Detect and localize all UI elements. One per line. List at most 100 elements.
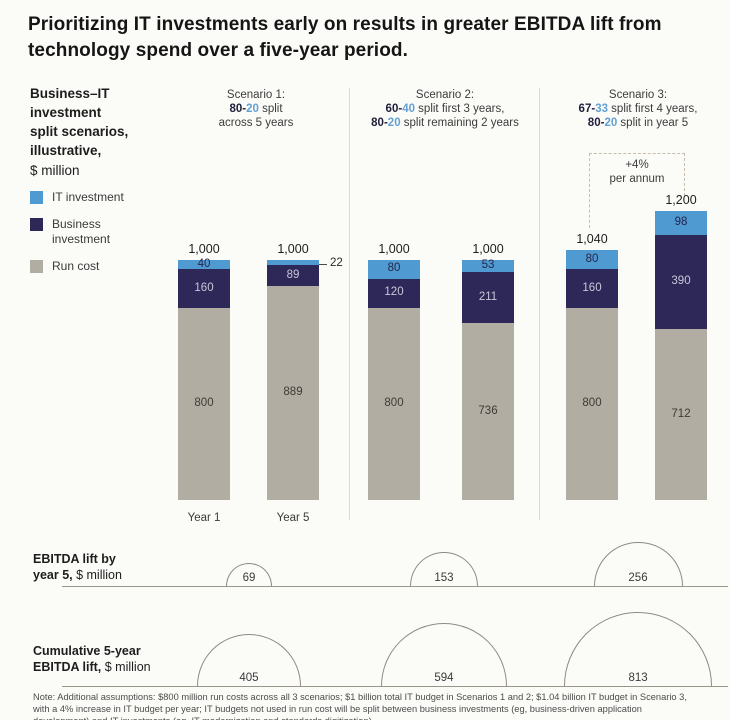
- legend-label: IT investment: [52, 190, 124, 204]
- annotation-dash-right: [684, 153, 685, 196]
- bar-segment-business: 390: [655, 234, 707, 329]
- cumulative-ebitda-label: Cumulative 5-year EBITDA lift, $ million: [33, 644, 151, 675]
- annotation-line2: per annum: [609, 173, 665, 186]
- segment-value-it: 80: [585, 252, 599, 265]
- split-rest: split: [258, 103, 283, 116]
- scenario-1-header: Scenario 1: 80-20 split across 5 years: [170, 88, 342, 130]
- split-sep: -: [600, 117, 605, 130]
- bar-segment-run: 712: [655, 328, 707, 500]
- stacked-bar-4: 1,000 53 211 736: [462, 242, 514, 501]
- split-sep: -: [242, 103, 247, 116]
- it-callout-tick: [319, 263, 327, 265]
- business-investment-swatch-icon: [30, 217, 43, 231]
- bar-segment-run: 800: [566, 307, 618, 500]
- segment-value-business: 390: [671, 275, 691, 288]
- legend: IT investment Business investment Run co…: [30, 190, 160, 285]
- bar-total-label: 1,000: [188, 241, 220, 256]
- segment-value-business: 160: [194, 281, 214, 294]
- split-rest: split in year 5: [617, 117, 689, 130]
- bar-segment-it: [267, 259, 319, 265]
- stacked-bar-5: 1,040 80 160 800: [566, 232, 618, 500]
- label-unit: $ million: [72, 567, 122, 582]
- bar-segment-it: 40: [178, 257, 230, 270]
- label-unit: $ million: [101, 659, 151, 674]
- split-rest: split first 3 years,: [414, 103, 505, 116]
- bar-total-label: 1,000: [277, 241, 309, 256]
- split-business-pct: 60: [385, 103, 399, 116]
- scenario-1-duration: across 5 years: [218, 117, 294, 130]
- annotation-text: +4% per annum: [589, 158, 685, 187]
- legend-label: Run cost: [52, 258, 100, 273]
- label-bold: EBITDA lift by year 5,: [33, 552, 116, 582]
- footnote-line: development) and IT investments (eg, IT …: [33, 716, 721, 720]
- split-rest: split remaining 2 years: [400, 117, 519, 130]
- segment-value-it: 80: [387, 262, 401, 275]
- bar-total-label: 1,000: [472, 241, 504, 256]
- scenario-2-title: Scenario 2:: [415, 89, 475, 101]
- bar-total-label: 1,040: [576, 231, 608, 246]
- segment-value-run: 712: [671, 407, 691, 420]
- annotation-dash-left: [589, 153, 590, 228]
- bar-segment-run: 800: [178, 307, 230, 500]
- cumulative-ebitda-baseline: [62, 686, 728, 687]
- plus-4pct-annotation: +4% per annum: [589, 153, 685, 233]
- split-sep: -: [591, 103, 596, 116]
- scenario-1-title: Scenario 1:: [226, 89, 286, 101]
- segment-value-business: 211: [478, 290, 498, 303]
- stacked-bar-2: 1,000 89 889 22 Year 5: [267, 242, 343, 524]
- bar-x-label: Year 5: [276, 512, 310, 524]
- legend-item-it-investment: IT investment: [30, 190, 160, 206]
- footnote-line: with a 4% increase in IT budget per year…: [33, 703, 642, 714]
- run-cost-swatch-icon: [30, 259, 43, 273]
- segment-value-run: 800: [384, 397, 404, 410]
- scenario-2-split-a: 60-40 split first 3 years,: [357, 102, 533, 116]
- stacked-bar-6: 1,200 98 390 712: [655, 193, 707, 500]
- chart-subtitle: Business–IT investment split scenarios, …: [30, 84, 170, 180]
- split-it-pct: 20: [604, 117, 618, 130]
- ebitda-year5-label: EBITDA lift by year 5, $ million: [33, 552, 122, 583]
- split-sep: -: [383, 117, 388, 130]
- bar-total-label: 1,000: [378, 241, 410, 256]
- bar-total-label: 1,200: [665, 193, 697, 208]
- segment-value-business: 120: [384, 286, 404, 299]
- bar-segment-run: 889: [267, 286, 319, 500]
- scenario-2-split-b: 80-20 split remaining 2 years: [357, 116, 533, 130]
- split-business-pct: 80: [229, 103, 243, 116]
- scenario-3-split-b: 80-20 split in year 5: [547, 116, 729, 130]
- chart-subtitle-main: Business–IT investment split scenarios, …: [30, 86, 129, 159]
- scenario-1-split: 80-20 split: [170, 102, 342, 116]
- page-title: Prioritizing IT investments early on res…: [28, 14, 662, 62]
- legend-item-business-investment: Business investment: [30, 217, 160, 248]
- stacked-bar-1: 1,000 40 160 800 Year 1: [178, 242, 230, 524]
- split-it-pct: 20: [246, 103, 259, 116]
- stacked-bar-3: 1,000 80 120 800: [368, 242, 420, 501]
- scenario-3-header: Scenario 3: 67-33 split first 4 years, 8…: [547, 88, 729, 130]
- segment-value-run: 800: [582, 397, 602, 410]
- split-business-pct: 67: [578, 103, 592, 116]
- bar-segment-business: 160: [178, 269, 230, 308]
- scenario-divider-2: [539, 88, 540, 520]
- segment-value-it: 40: [197, 257, 211, 270]
- bar-segment-business: 160: [566, 269, 618, 308]
- bar-segment-it: 98: [655, 211, 707, 235]
- bar-segment-it: 80: [566, 249, 618, 270]
- segment-value-business: 160: [582, 281, 602, 294]
- scenario-divider-1: [349, 88, 350, 520]
- segment-value-run: 800: [194, 397, 214, 410]
- bar-segment-it: 53: [462, 259, 514, 273]
- bar-segment-run: 800: [368, 307, 420, 500]
- it-investment-swatch-icon: [30, 191, 43, 204]
- segment-value-it: 98: [674, 216, 688, 229]
- split-it-pct: 40: [402, 103, 415, 116]
- footnote: Note: Additional assumptions: $800 milli…: [33, 692, 721, 720]
- split-it-pct: 20: [387, 117, 401, 130]
- scenario-2-header: Scenario 2: 60-40 split first 3 years, 8…: [357, 88, 533, 130]
- split-business-pct: 80: [371, 117, 384, 130]
- annotation-dash-top: [589, 153, 685, 154]
- bar-segment-business: 211: [462, 272, 514, 323]
- legend-label: Business investment: [52, 216, 111, 247]
- footnote-line: Note: Additional assumptions: $800 milli…: [33, 692, 687, 702]
- bar-segment-it: 80: [368, 259, 420, 279]
